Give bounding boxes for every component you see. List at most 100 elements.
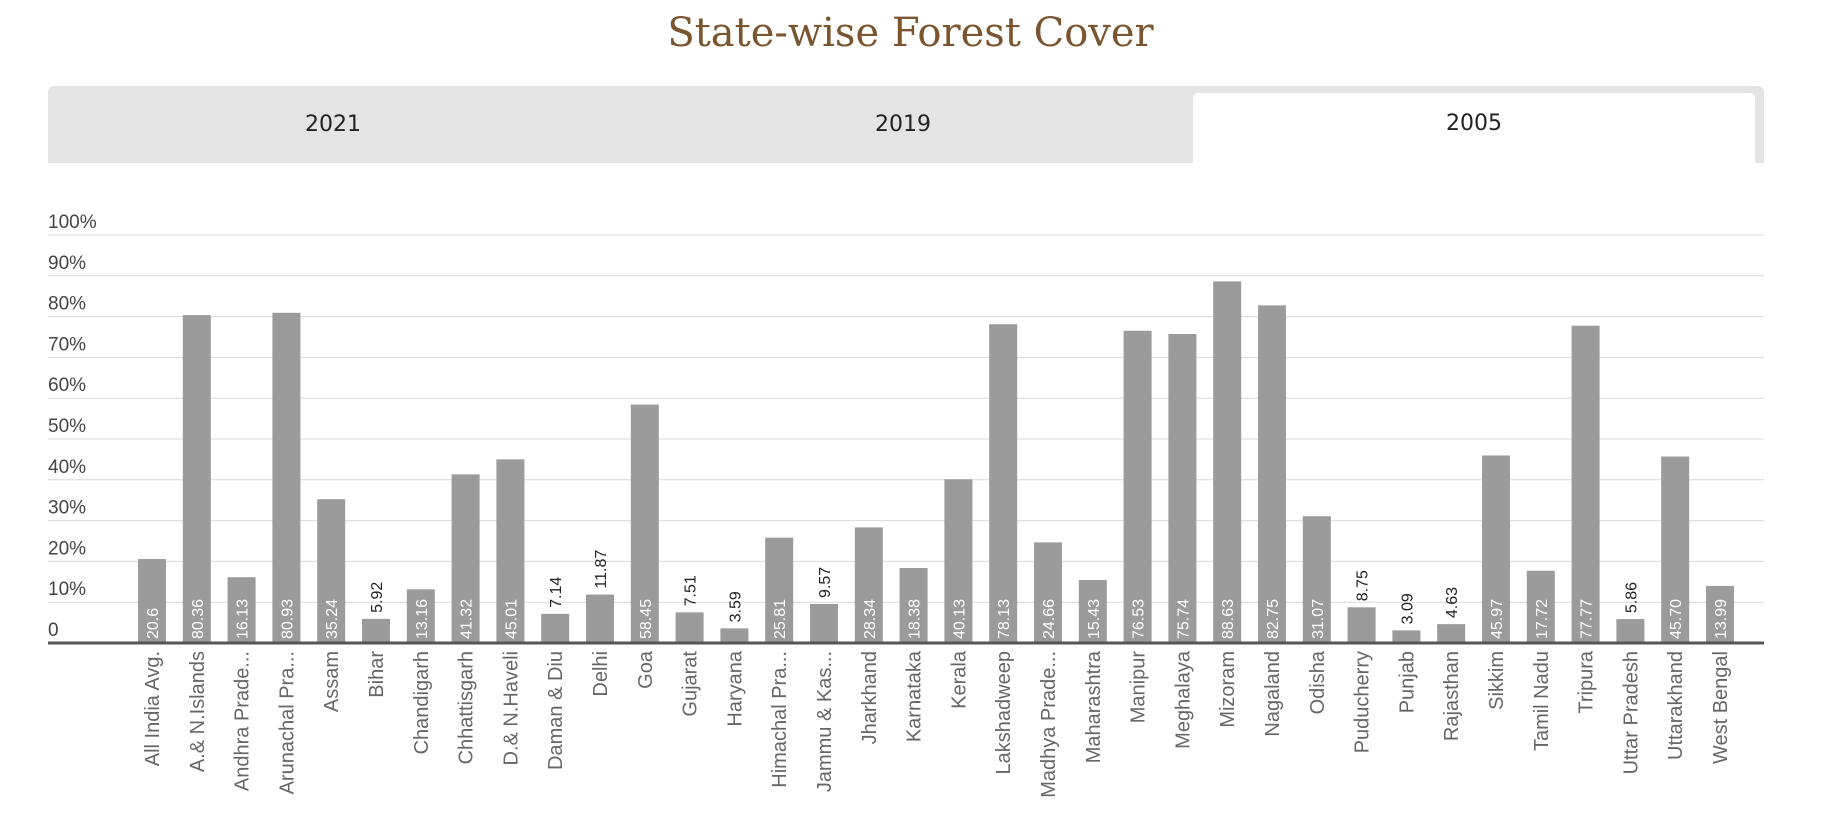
x-tick-label: Odisha <box>1307 650 1329 714</box>
bar-value-label: 75.74 <box>1175 599 1192 639</box>
bar-value-label: 88.63 <box>1220 599 1237 639</box>
x-tick-label: Goa <box>635 650 657 689</box>
bar <box>1616 619 1645 643</box>
x-tick-label: Jammu & Kas... <box>814 651 836 792</box>
x-tick-label: All India Avg. <box>142 651 164 766</box>
bar-chart: 0 10% 20% 30% 40% 50% 60% 70% 80% 90% 100% 20.6 All … <box>48 212 1764 798</box>
bar <box>1123 330 1152 643</box>
bar-value-label: 80.93 <box>279 599 296 639</box>
bar <box>944 479 973 643</box>
x-tick-label: Sikkim <box>1486 651 1508 710</box>
x-tick-label: Lakshadweep <box>993 651 1015 774</box>
x-tick-label: Mizoram <box>1217 651 1239 728</box>
bar-value-label: 28.34 <box>862 599 879 639</box>
bar <box>720 628 749 643</box>
bar <box>630 404 659 643</box>
bar <box>1168 333 1197 643</box>
x-tick-label: Delhi <box>590 651 612 697</box>
bar-value-label: 77.77 <box>1579 599 1596 639</box>
x-tick-label: Jharkhand <box>859 651 881 744</box>
bar <box>1258 305 1286 643</box>
bar-value-label: 16.13 <box>235 599 252 639</box>
bar <box>138 558 166 643</box>
x-tick-label: Andhra Prade... <box>232 651 254 791</box>
bar-value-label: 8.75 <box>1355 570 1372 601</box>
x-tick-label: Chandigarh <box>411 651 433 754</box>
bar-value-label: 4.63 <box>1444 587 1461 618</box>
y-tick-label: 60% <box>48 375 86 396</box>
bar-value-label: 18.38 <box>907 599 924 639</box>
y-tick-label: 30% <box>48 498 86 519</box>
bar <box>1437 624 1466 643</box>
bar <box>810 603 838 643</box>
bar <box>765 537 794 643</box>
bar <box>1078 580 1107 643</box>
bar-value-label: 82.75 <box>1265 599 1282 639</box>
bar <box>451 474 480 643</box>
bar-value-label: 78.13 <box>996 599 1013 639</box>
bar-value-label: 31.07 <box>1310 599 1327 639</box>
x-tick-label: Bihar <box>366 651 388 698</box>
y-tick-label: 70% <box>48 334 86 355</box>
bar <box>227 577 256 643</box>
bar-value-label: 40.13 <box>951 599 968 639</box>
x-tick-label: Meghalaya <box>1172 650 1194 749</box>
bar-value-label: 11.87 <box>593 550 610 589</box>
bar <box>1661 456 1690 643</box>
bar <box>675 612 704 643</box>
y-tick-label: 50% <box>48 416 86 437</box>
bar-value-label: 13.99 <box>1713 599 1730 639</box>
tab-2019[interactable]: 2019 <box>875 112 931 137</box>
bar-value-label: 15.43 <box>1086 599 1103 639</box>
bar-value-label: 45.97 <box>1489 599 1506 639</box>
y-tick-label: 100% <box>48 212 97 233</box>
bar <box>317 499 346 643</box>
bar <box>1706 585 1734 643</box>
bar <box>989 324 1018 643</box>
bar-value-label: 5.92 <box>369 582 386 613</box>
bar <box>406 589 435 643</box>
x-tick-label: Nagaland <box>1262 651 1284 737</box>
bar <box>586 594 614 643</box>
y-tick-label: 10% <box>48 579 86 600</box>
x-tick-label: West Bengal <box>1710 651 1732 764</box>
x-tick-label: Arunachal Pra... <box>276 651 298 794</box>
bar-value-label: 13.16 <box>414 599 431 639</box>
x-tick-label: Karnataka <box>904 650 926 742</box>
x-tick-label: Uttarakhand <box>1665 651 1687 760</box>
bar <box>182 315 211 643</box>
x-tick-label: Tripura <box>1576 650 1598 713</box>
x-tick-label: Rajasthan <box>1441 651 1463 741</box>
x-tick-label: Himachal Pra... <box>769 651 791 788</box>
x-tick-label: Tamil Nadu <box>1531 651 1553 751</box>
x-tick-label: A.& N.Islands <box>187 651 209 772</box>
bar-value-label: 58.45 <box>638 599 655 639</box>
y-tick-label: 90% <box>48 253 86 274</box>
bar <box>1571 325 1600 643</box>
bar <box>1392 630 1421 643</box>
bar-value-label: 41.32 <box>459 599 476 639</box>
year-tabs: 2021 2019 2005 <box>48 86 1764 163</box>
bar <box>1213 281 1242 643</box>
bar <box>362 618 390 643</box>
x-tick-label: Assam <box>321 651 343 712</box>
x-tick-label: D.& N.Haveli <box>500 651 522 765</box>
x-tick-label: Kerala <box>948 650 970 709</box>
bar <box>1034 542 1062 643</box>
bar-value-label: 35.24 <box>324 599 341 639</box>
bar-value-label: 3.59 <box>727 591 744 622</box>
bar <box>272 312 301 643</box>
bar-value-label: 20.6 <box>145 608 162 639</box>
bar-value-label: 17.72 <box>1534 599 1551 639</box>
bar-value-label: 5.86 <box>1623 582 1640 613</box>
tab-2005[interactable]: 2005 <box>1193 93 1755 163</box>
bar-value-label: 25.81 <box>772 599 789 639</box>
bar <box>496 459 525 643</box>
x-tick-label: Punjab <box>1396 651 1418 713</box>
tab-2021[interactable]: 2021 <box>305 112 361 137</box>
x-tick-label: Daman & Diu <box>545 651 567 770</box>
x-tick-label: Maharashtra <box>1083 650 1105 763</box>
bar-value-label: 76.53 <box>1131 599 1148 639</box>
y-tick-label: 20% <box>48 538 86 559</box>
x-tick-label: Uttar Pradesh <box>1620 651 1642 774</box>
